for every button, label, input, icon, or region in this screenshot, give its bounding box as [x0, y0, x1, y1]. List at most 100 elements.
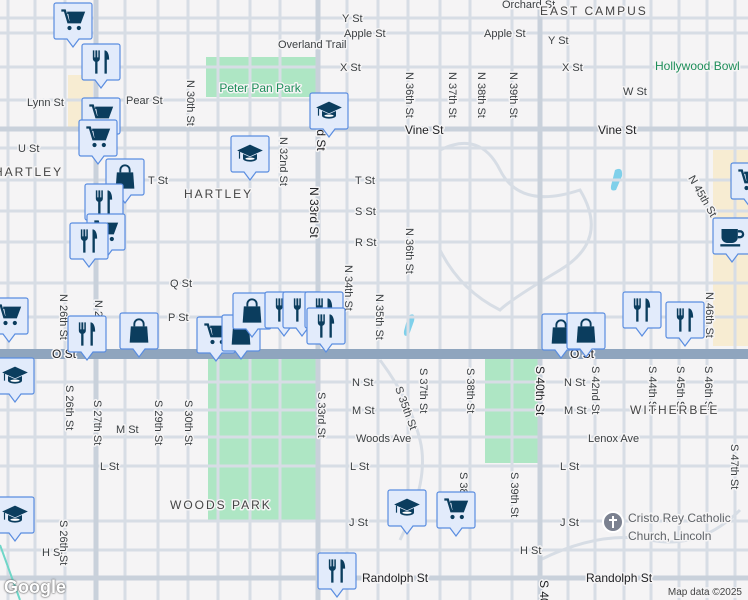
street-label: Y St	[342, 13, 363, 25]
grocery-marker[interactable]	[0, 297, 29, 343]
neighborhood-label: WITHERBEE	[630, 403, 719, 417]
shopping-marker[interactable]	[119, 312, 159, 358]
map-attribution[interactable]: Map data ©2025	[665, 587, 744, 598]
street-label: S 27th St	[91, 400, 103, 445]
grocery-marker[interactable]	[53, 2, 93, 48]
street-label: T St	[355, 175, 375, 187]
street-label: N 34th St	[342, 265, 354, 311]
street-label: N 37th St	[446, 72, 458, 118]
street-label: S 26th St	[63, 385, 75, 430]
street-label: Vine St	[405, 123, 444, 137]
street-label: J St	[349, 517, 368, 529]
school-marker[interactable]	[0, 357, 35, 403]
street-label: N 33rd St	[307, 187, 321, 238]
street-label: N 32nd St	[277, 137, 289, 186]
street-label: Overland Trail	[278, 39, 346, 51]
street-label: W St	[623, 86, 647, 98]
street-label: N 38th St	[475, 72, 487, 118]
neighborhood-label: EAST CAMPUS	[540, 4, 648, 18]
street-label: X St	[562, 62, 583, 74]
street-label: U St	[18, 143, 39, 155]
street-label: L St	[560, 461, 579, 473]
street-label: S 44th St	[646, 366, 658, 411]
street-label: N 26th St	[57, 294, 69, 340]
street-label: S 46th St	[702, 366, 714, 411]
street-label: N 30th St	[184, 80, 196, 126]
street-label: R St	[355, 237, 376, 249]
street-label: Apple St	[484, 28, 526, 40]
street-label: Q St	[170, 278, 192, 290]
street-label: S 40th St	[537, 580, 551, 600]
peter-pan-park-area	[206, 57, 316, 97]
street-label: Vine St	[598, 123, 637, 137]
street-label: S 39th St	[508, 472, 520, 517]
campus-road	[438, 141, 593, 312]
street-label: S 33rd St	[315, 392, 327, 438]
school-marker[interactable]	[309, 92, 349, 138]
street-label: Apple St	[344, 28, 386, 40]
street-label: L St	[100, 461, 119, 473]
street-label: N 46th St	[703, 292, 715, 338]
street-label: S 29th St	[152, 400, 164, 445]
street-label: S St	[355, 206, 376, 218]
school-marker[interactable]	[0, 496, 35, 542]
rail-line	[0, 544, 21, 600]
park-label: Peter Pan Park	[219, 81, 301, 95]
neighborhood-label: HARTLEY	[0, 165, 63, 179]
street-label: S 35th St	[392, 385, 419, 432]
school-marker[interactable]	[230, 135, 270, 181]
neighborhood-label: HARTLEY	[184, 187, 253, 201]
street-label: N 35th St	[373, 294, 385, 340]
street-label: L St	[350, 461, 369, 473]
church-poi[interactable]: Cristo Rey Catholic Church, Lincoln	[602, 510, 732, 545]
street	[539, 508, 742, 562]
street-label: P St	[168, 312, 189, 324]
street-label: S 47th St	[728, 444, 740, 489]
restaurant-marker[interactable]	[317, 552, 357, 598]
church-label: Cristo Rey Catholic	[628, 511, 731, 525]
restaurant-marker[interactable]	[67, 315, 107, 361]
restaurant-marker[interactable]	[69, 222, 109, 268]
street-label: H St	[520, 545, 541, 557]
street-label: S 26th St	[57, 520, 69, 565]
street-label: T St	[148, 175, 168, 187]
street-label: Y St	[548, 35, 569, 47]
street-label: M St	[352, 405, 375, 417]
school-marker[interactable]	[387, 489, 427, 535]
grocery-marker[interactable]	[730, 162, 748, 207]
grocery-marker[interactable]	[436, 491, 476, 537]
street-label: S 37th St	[417, 368, 429, 413]
street-label: X St	[340, 62, 361, 74]
street-label: S 45th St	[674, 366, 686, 411]
street-label: Lynn St	[27, 97, 64, 109]
street-label: S 42nd St	[589, 366, 601, 414]
street-label: S 38th St	[464, 368, 476, 413]
street-label: M St	[564, 405, 587, 417]
google-logo: Google	[4, 577, 66, 597]
restaurant-marker[interactable]	[665, 301, 705, 347]
street-label: N St	[352, 377, 373, 389]
street-label: Woods Ave	[356, 433, 411, 445]
street-label: M St	[116, 424, 139, 436]
street-label: Pear St	[126, 95, 163, 107]
restaurant-marker[interactable]	[81, 43, 121, 89]
shopping-marker[interactable]	[566, 312, 606, 358]
church-label: Church, Lincoln	[628, 529, 711, 543]
street-label: S 40th St	[533, 366, 547, 416]
grocery-marker[interactable]	[78, 119, 118, 165]
street-label: N 39th St	[507, 72, 519, 118]
street-label: N 36th St	[403, 228, 415, 274]
street-label: H St	[42, 547, 63, 559]
park-label: Hollywood Bowl	[655, 59, 740, 73]
street-label: Randolph St	[586, 571, 653, 585]
street-label: Lenox Ave	[588, 433, 639, 445]
street-label: N St	[564, 377, 585, 389]
restaurant-marker[interactable]	[622, 291, 662, 337]
neighborhood-label: WOODS PARK	[170, 498, 272, 512]
restaurant-marker[interactable]	[306, 307, 346, 353]
street-label: S 30th St	[182, 400, 194, 445]
cafe-marker[interactable]	[712, 217, 748, 263]
street-label: J St	[560, 517, 579, 529]
street-label: Orchard St	[502, 0, 555, 11]
